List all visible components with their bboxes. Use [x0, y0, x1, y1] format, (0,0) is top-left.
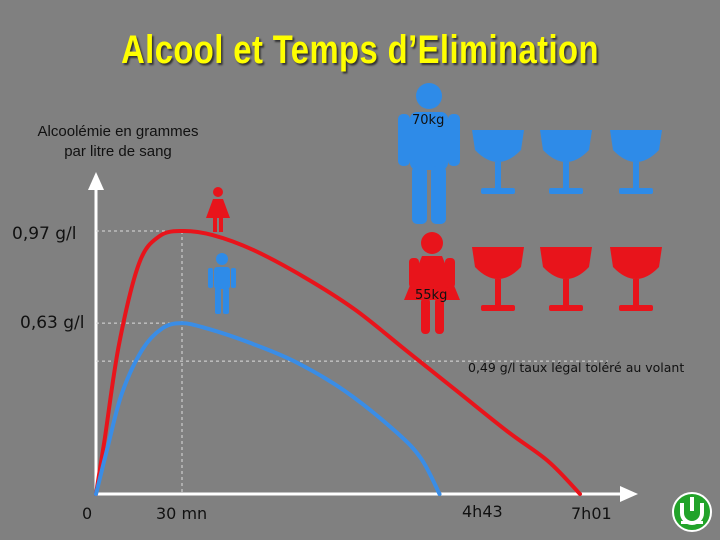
- y-axis: [88, 172, 104, 494]
- y-level-label-peak-women: 0,97 g/l: [12, 224, 77, 244]
- wine-glass-icon: [540, 130, 592, 194]
- women-weight-label: 55kg: [415, 288, 448, 303]
- series-line-55kg: [94, 228, 582, 496]
- woman-small-icon: [206, 187, 230, 232]
- wine-glass-icon: [472, 130, 524, 194]
- man-small-icon: [208, 253, 236, 314]
- men-weight-label: 70kg: [412, 113, 445, 128]
- y-axis-label-line-2: par litre de sang: [64, 143, 172, 160]
- wine-glass-icon: [610, 130, 662, 194]
- wine-glass-icon: [540, 247, 592, 311]
- series-line-70kg: [94, 321, 442, 496]
- y-axis-label: Alcoolémie en grammes par litre de sang: [20, 122, 216, 162]
- wine-glass-icon: [610, 247, 662, 311]
- woman-icon: [404, 232, 460, 334]
- wine-glass-icon: [472, 247, 524, 311]
- y-level-label-peak-men: 0,63 g/l: [20, 313, 85, 333]
- man-icon: [398, 83, 460, 224]
- x-tick-label-7h01: 7h01: [571, 504, 612, 523]
- x-axis: [96, 486, 638, 502]
- chart-title: Alcool et Temps d’Elimination: [121, 28, 599, 72]
- x-tick-label-30mn: 30 mn: [156, 504, 208, 523]
- legal-limit-label: 0,49 g/l taux légal toléré au volant: [468, 360, 685, 375]
- logo-badge-icon: [672, 492, 712, 532]
- x-tick-label-0: 0: [82, 504, 93, 523]
- y-axis-label-line-1: Alcoolémie en grammes: [37, 123, 199, 140]
- x-tick-label-4h43: 4h43: [462, 502, 503, 521]
